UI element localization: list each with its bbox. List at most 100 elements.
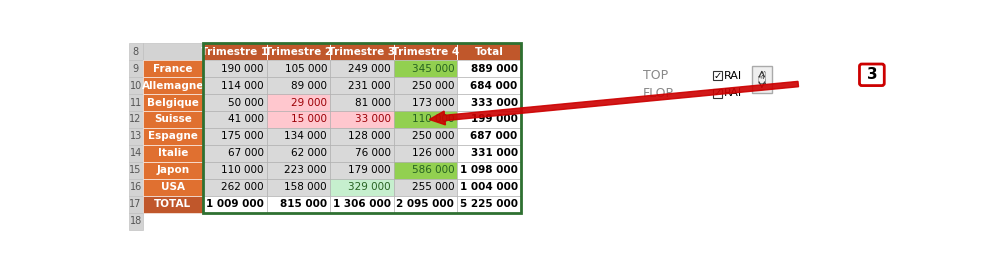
Bar [203,196,267,213]
Text: Suisse: Suisse [154,115,191,124]
Bar [267,196,330,213]
Text: ✓: ✓ [714,88,722,98]
Text: 15 000: 15 000 [291,115,327,124]
Bar [394,77,457,94]
Bar [143,60,203,77]
Text: 331 000: 331 000 [470,148,518,158]
Text: France: France [153,64,192,74]
Bar [129,179,143,196]
Text: 13: 13 [130,131,142,142]
Text: 11: 11 [130,97,142,107]
Bar [129,60,143,77]
Text: 329 000: 329 000 [348,182,391,192]
Text: USA: USA [161,182,185,192]
Bar [203,94,267,111]
Bar [129,43,143,60]
Text: 687 000: 687 000 [470,131,518,142]
Bar [267,179,330,196]
Text: 8: 8 [133,47,139,57]
Bar [203,60,267,77]
Bar [129,128,143,145]
Text: 9: 9 [133,64,139,74]
Text: 262 000: 262 000 [221,182,264,192]
Text: 17: 17 [129,199,142,209]
Bar [267,162,330,179]
Bar [457,196,521,213]
Bar [457,128,521,145]
Bar [143,145,203,162]
Text: RAI: RAI [724,88,742,98]
Text: 67 000: 67 000 [227,148,264,158]
Text: 173 000: 173 000 [412,97,454,107]
Bar [394,94,457,111]
Bar [143,43,203,60]
Text: TOP: TOP [643,69,669,82]
Text: Espagne: Espagne [148,131,197,142]
Text: 14: 14 [130,148,142,158]
Bar [143,179,203,196]
Text: 199 000: 199 000 [471,115,518,124]
Text: 158 000: 158 000 [285,182,327,192]
Text: 50 000: 50 000 [227,97,264,107]
Bar [143,94,203,111]
Text: 89 000: 89 000 [291,81,327,91]
Bar [203,128,267,145]
Text: 889 000: 889 000 [470,64,518,74]
Bar [330,43,394,60]
Bar [129,196,143,213]
Bar [129,94,143,111]
Text: Trimestre 2: Trimestre 2 [265,47,332,57]
Text: Japon: Japon [157,165,189,175]
Bar [330,60,394,77]
Text: ☝: ☝ [757,70,767,88]
Bar [129,111,143,128]
Bar [129,213,143,230]
Text: 134 000: 134 000 [285,131,327,142]
Bar [267,145,330,162]
Bar [394,60,457,77]
Text: FLOP: FLOP [643,87,675,100]
Text: 1 098 000: 1 098 000 [460,165,518,175]
Text: 250 000: 250 000 [412,131,454,142]
Bar [129,145,143,162]
Bar [457,60,521,77]
Bar [203,43,521,213]
Text: Allemagne: Allemagne [142,81,204,91]
Bar [203,77,267,94]
Bar [143,111,203,128]
Bar [203,43,267,60]
Text: 81 000: 81 000 [354,97,391,107]
Text: Italie: Italie [158,148,188,158]
Bar [457,179,521,196]
Text: 12: 12 [129,115,142,124]
Text: 41 000: 41 000 [227,115,264,124]
Text: 15: 15 [129,165,142,175]
Text: ✓: ✓ [714,70,722,81]
Text: 1 009 000: 1 009 000 [205,199,264,209]
Bar [457,111,521,128]
Text: 231 000: 231 000 [348,81,391,91]
Text: 29 000: 29 000 [291,97,327,107]
Text: 333 000: 333 000 [470,97,518,107]
Bar [457,145,521,162]
Text: 815 000: 815 000 [280,199,327,209]
Text: 76 000: 76 000 [354,148,391,158]
Bar [394,162,457,179]
Bar [267,94,330,111]
Text: 223 000: 223 000 [285,165,327,175]
Text: 2 095 000: 2 095 000 [396,199,454,209]
Bar [143,196,203,213]
Text: 128 000: 128 000 [348,131,391,142]
Bar [267,60,330,77]
Text: 62 000: 62 000 [291,148,327,158]
Text: 16: 16 [130,182,142,192]
Text: 3: 3 [867,67,877,82]
Bar [267,43,330,60]
Bar [143,162,203,179]
Bar [330,77,394,94]
Text: Trimestre 1: Trimestre 1 [201,47,269,57]
Bar [203,179,267,196]
Bar [143,77,203,94]
Bar [752,66,772,92]
Text: 190 000: 190 000 [221,64,264,74]
